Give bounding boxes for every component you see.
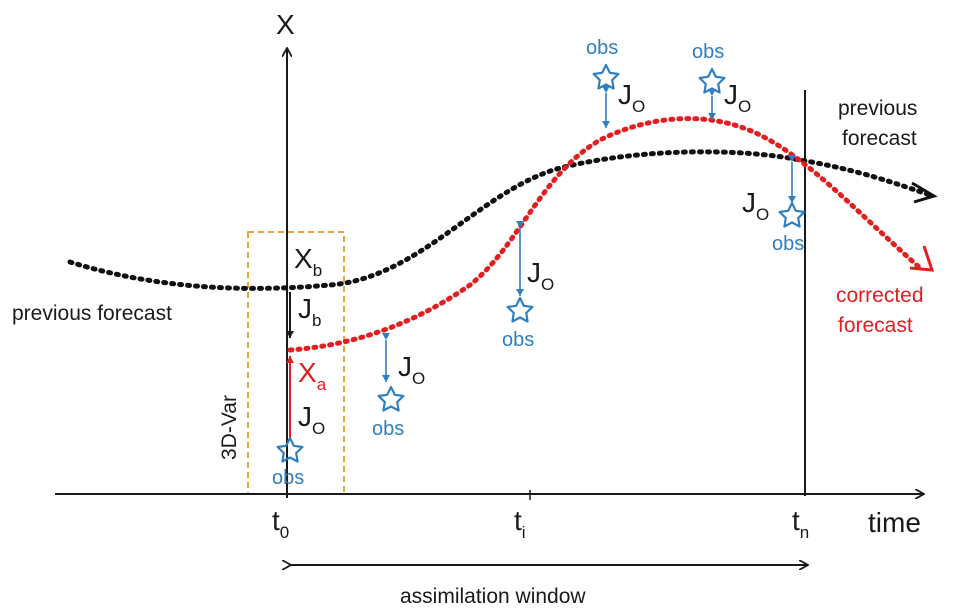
assimilation-window-label: assimilation window (400, 585, 586, 608)
obs-star-icon-1 (377, 385, 405, 412)
previous-forecast-left-label: previous forecast (12, 302, 172, 325)
corrected-forecast-curve (287, 116, 923, 353)
corrected-forecast-arrowhead (909, 245, 935, 272)
obs-label-4: obs (692, 41, 724, 63)
obs-star-icon-4 (698, 67, 726, 94)
obs-star-icon-5 (778, 201, 806, 228)
3dvar-label: 3D-Var (218, 395, 241, 460)
xa-label: Xa (298, 357, 327, 394)
obs-label-3: obs (586, 37, 618, 59)
corrected-forecast-label-1: corrected (836, 284, 924, 307)
obs-label-t0: obs (272, 467, 304, 489)
jb-label: Jb (298, 293, 321, 330)
tn-label: tn (792, 505, 809, 542)
jo-label-1: JO (398, 351, 425, 388)
obs-label-1: obs (372, 418, 404, 440)
x-axis-title: X (276, 9, 295, 40)
t0-label: t0 (272, 505, 289, 542)
jo-label-2: JO (527, 257, 554, 294)
time-axis-label: time (868, 507, 921, 538)
ti-label: ti (514, 505, 526, 542)
jo-label-5: JO (742, 187, 769, 224)
jo-label-4: JO (724, 79, 751, 116)
obs-label-5: obs (772, 233, 804, 255)
obs-label-2: obs (502, 329, 534, 351)
previous-forecast-curve (67, 149, 933, 291)
obs-star-icon-3 (592, 63, 620, 90)
obs-star-icon-2 (506, 296, 534, 323)
previous-forecast-right-label-1: previous (838, 97, 917, 120)
xb-label: Xb (294, 243, 322, 280)
previous-forecast-arrowhead (911, 181, 938, 204)
jo-label-t0: JO (298, 401, 325, 438)
corrected-forecast-label-2: forecast (838, 314, 913, 337)
obs-star-icon-t0 (276, 436, 304, 463)
previous-forecast-right-label-2: forecast (842, 127, 917, 150)
jo-label-3: JO (618, 79, 645, 116)
